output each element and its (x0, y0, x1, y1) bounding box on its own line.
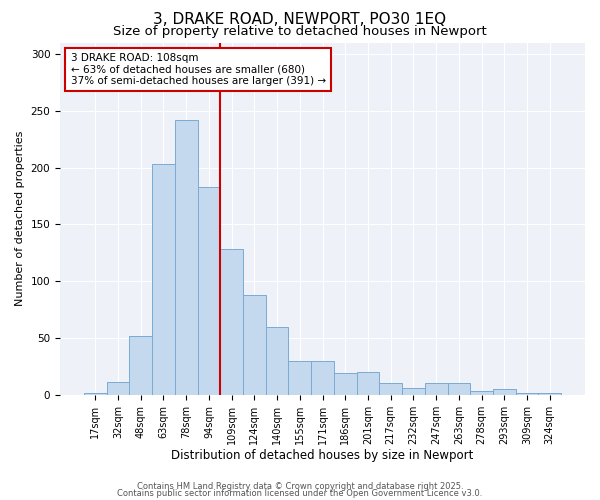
Bar (175, 120, 197, 395)
Bar (197, 187, 220, 395)
Bar (356, 372, 379, 395)
Bar (402, 388, 425, 395)
Text: 3 DRAKE ROAD: 108sqm
← 63% of detached houses are smaller (680)
37% of semi-deta: 3 DRAKE ROAD: 108sqm ← 63% of detached h… (71, 53, 326, 86)
Bar (243, 295, 266, 395)
Bar (152, 164, 175, 395)
Bar (515, 392, 538, 395)
Text: Contains HM Land Registry data © Crown copyright and database right 2025.: Contains HM Land Registry data © Crown c… (137, 482, 463, 491)
Bar (334, 374, 356, 395)
Bar (470, 392, 493, 395)
Bar (130, 336, 152, 395)
Bar (107, 382, 130, 395)
Bar (448, 384, 470, 395)
Bar (289, 360, 311, 395)
Bar (220, 250, 243, 395)
Text: Size of property relative to detached houses in Newport: Size of property relative to detached ho… (113, 25, 487, 38)
Text: 3, DRAKE ROAD, NEWPORT, PO30 1EQ: 3, DRAKE ROAD, NEWPORT, PO30 1EQ (154, 12, 446, 28)
Bar (84, 392, 107, 395)
Bar (311, 360, 334, 395)
X-axis label: Distribution of detached houses by size in Newport: Distribution of detached houses by size … (172, 450, 474, 462)
Text: Contains public sector information licensed under the Open Government Licence v3: Contains public sector information licen… (118, 489, 482, 498)
Bar (425, 384, 448, 395)
Bar (379, 384, 402, 395)
Bar (266, 326, 289, 395)
Bar (538, 392, 561, 395)
Bar (493, 389, 515, 395)
Y-axis label: Number of detached properties: Number of detached properties (15, 131, 25, 306)
